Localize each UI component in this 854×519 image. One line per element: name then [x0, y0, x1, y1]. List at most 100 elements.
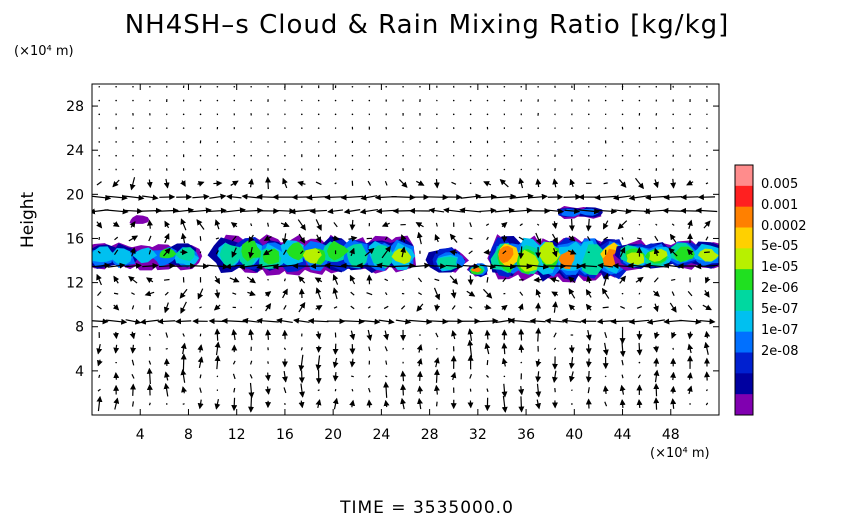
wind-vector — [148, 333, 151, 337]
cloud-contour — [538, 242, 561, 265]
wind-vector — [180, 218, 187, 231]
wind-vector — [500, 222, 508, 229]
wind-vector — [663, 318, 683, 325]
wind-vector — [314, 277, 323, 284]
wind-vector — [301, 113, 303, 116]
wind-vector — [621, 99, 624, 102]
wind-vector — [644, 194, 667, 201]
wind-vector — [638, 361, 641, 364]
wind-vector — [264, 291, 272, 298]
wind-vector — [537, 127, 539, 129]
wind-vector — [655, 154, 658, 157]
wind-vector — [113, 275, 120, 284]
wind-vector — [113, 249, 119, 256]
wind-vector — [653, 345, 660, 353]
wind-vector — [165, 332, 169, 338]
wind-vector — [214, 289, 221, 299]
wind-vector — [96, 181, 102, 186]
x-tick-label: 20 — [324, 427, 342, 443]
wind-vector — [602, 220, 609, 230]
wind-vector — [98, 113, 101, 116]
wind-vector — [309, 208, 327, 215]
wind-vector — [562, 263, 583, 270]
wind-vector — [686, 372, 693, 380]
wind-vector — [485, 223, 490, 227]
wind-vector — [104, 208, 129, 215]
wind-vector — [182, 127, 185, 129]
wind-vector — [618, 179, 627, 188]
wind-vector — [284, 141, 286, 143]
wind-vector — [96, 305, 102, 310]
cloud-contour — [498, 245, 514, 264]
wind-vector — [366, 292, 373, 296]
wind-vector — [400, 383, 407, 396]
wind-vector — [702, 304, 712, 311]
wind-vector — [687, 290, 693, 297]
wind-vector — [451, 305, 456, 310]
wind-vector — [112, 221, 120, 227]
wind-vector — [433, 368, 440, 383]
wind-vector — [180, 180, 186, 187]
colorbar — [734, 164, 754, 416]
wind-vector — [206, 263, 229, 270]
wind-vector — [544, 317, 565, 324]
wind-vector — [619, 384, 626, 395]
colorbar-swatch — [735, 352, 753, 374]
wind-vector — [603, 273, 609, 286]
wind-vector — [529, 318, 546, 325]
wind-vector — [129, 177, 136, 191]
wind-vector — [366, 329, 373, 341]
wind-vector — [587, 141, 590, 143]
wind-vector — [197, 288, 204, 300]
wind-vector — [602, 306, 609, 309]
wind-vector — [535, 232, 542, 245]
wind-vector — [359, 318, 381, 325]
wind-vector — [129, 221, 136, 228]
wind-vector — [122, 194, 145, 201]
wind-vector — [549, 277, 560, 283]
colorbar-swatch — [735, 206, 753, 228]
wind-vector — [96, 343, 103, 355]
cloud-contour — [132, 247, 158, 264]
wind-vector — [518, 246, 525, 260]
wind-vector — [452, 168, 455, 171]
wind-vector — [518, 385, 525, 396]
x-tick-label: 4 — [136, 427, 145, 443]
y-tick-label: 20 — [66, 187, 84, 203]
wind-vector — [687, 343, 694, 354]
wind-vector — [317, 389, 320, 392]
x-axis-multiplier: (×10⁴ m) — [650, 446, 710, 461]
wind-vector — [669, 233, 677, 243]
wind-vector — [561, 317, 582, 324]
wind-vector — [445, 263, 463, 270]
wind-vector — [267, 361, 269, 364]
wind-vector — [267, 154, 269, 157]
wind-vector — [493, 193, 517, 200]
wind-vector — [384, 346, 388, 352]
wind-vector — [340, 194, 364, 201]
wind-vector — [368, 85, 371, 88]
wind-vector — [469, 182, 472, 185]
wind-vector — [551, 248, 558, 258]
wind-vector — [148, 235, 152, 242]
wind-vector — [282, 249, 287, 255]
wind-vector — [520, 154, 523, 157]
wind-vector — [267, 85, 269, 88]
wind-vector — [130, 383, 137, 396]
wind-vector — [158, 262, 176, 269]
wind-vector — [553, 332, 557, 338]
wind-vector — [199, 113, 202, 116]
wind-vector — [283, 305, 287, 310]
wind-vector — [638, 154, 641, 157]
wind-vector — [164, 371, 170, 381]
cloud-contour — [648, 248, 668, 262]
wind-vector — [568, 218, 575, 232]
wind-vector — [686, 385, 693, 395]
wind-vector — [636, 305, 642, 309]
wind-vector — [410, 262, 431, 269]
wind-vector — [510, 263, 533, 270]
wind-vector — [97, 291, 102, 297]
wind-vector — [351, 168, 354, 171]
wind-vector — [535, 358, 542, 368]
wind-vector — [417, 292, 422, 296]
